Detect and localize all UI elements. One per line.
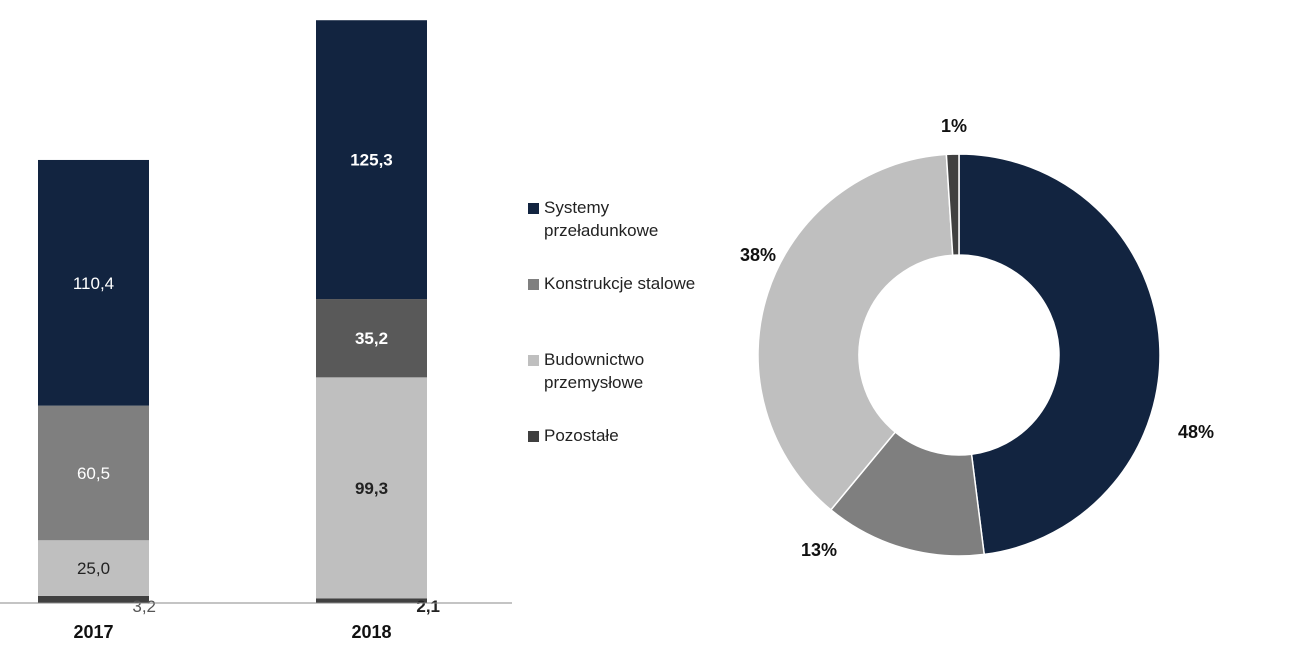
donut-slice-systemy <box>958 153 1161 556</box>
legend-label: Systemy przeładunkowe <box>544 198 659 240</box>
legend-label: Konstrukcje stalowe <box>544 274 696 293</box>
bar-segment-pozostale-2018 <box>316 598 427 603</box>
bar-segment-systemy-2017 <box>38 159 149 406</box>
bar-value-label: 2,1 <box>416 597 440 616</box>
bar-segment-budownictwo-2018 <box>316 377 427 599</box>
bar-segment-konstrukcje-2017 <box>38 405 149 541</box>
donut-slice-label: 1% <box>941 116 967 136</box>
legend-swatch <box>528 279 539 290</box>
legend-swatch <box>528 355 539 366</box>
bar-value-label: 125,3 <box>350 151 393 170</box>
donut-slice-pozostale <box>945 153 960 256</box>
legend-item-systemy: Systemy przeładunkowe <box>528 196 708 272</box>
bar-value-label: 3,2 <box>132 597 156 616</box>
legend-swatch <box>528 431 539 442</box>
legend-swatch <box>528 203 539 214</box>
bar-value-label: 60,5 <box>77 464 110 483</box>
donut-slice-label: 38% <box>740 245 776 265</box>
bar-segment-konstrukcje-2018 <box>316 299 427 378</box>
donut-slice-budownictwo <box>757 153 954 511</box>
stacked-bar-chart: 3,2 25,0 60,5 110,4 2017 2,1 99,3 35,2 125,3 2018 <box>0 20 512 642</box>
bar-segment-systemy-2018 <box>316 20 427 300</box>
donut-slice-label: 13% <box>801 540 837 560</box>
bar-segment-budownictwo-2017 <box>38 540 149 596</box>
bar-value-label: 110,4 <box>73 274 114 293</box>
legend-item-pozostale: Pozostałe <box>528 424 708 500</box>
bar-segment-pozostale-2017 <box>38 595 149 603</box>
bar-value-label: 25,0 <box>77 559 110 578</box>
bar-value-label: 99,3 <box>355 479 388 498</box>
bar-value-label: 35,2 <box>355 329 388 348</box>
legend: Systemy przeładunkowe Konstrukcje stalow… <box>528 196 708 500</box>
x-tick-label: 2018 <box>351 622 391 642</box>
legend-label: Budownictwo przemysłowe <box>544 350 645 392</box>
legend-label: Pozostałe <box>544 426 619 445</box>
donut-slice-label: 48% <box>1178 422 1214 442</box>
x-tick-label: 2017 <box>73 622 113 642</box>
donut-chart: 48% 13% 38% 1% <box>740 116 1214 560</box>
legend-item-konstrukcje: Konstrukcje stalowe <box>528 272 708 348</box>
legend-item-budownictwo: Budownictwo przemysłowe <box>528 348 708 424</box>
